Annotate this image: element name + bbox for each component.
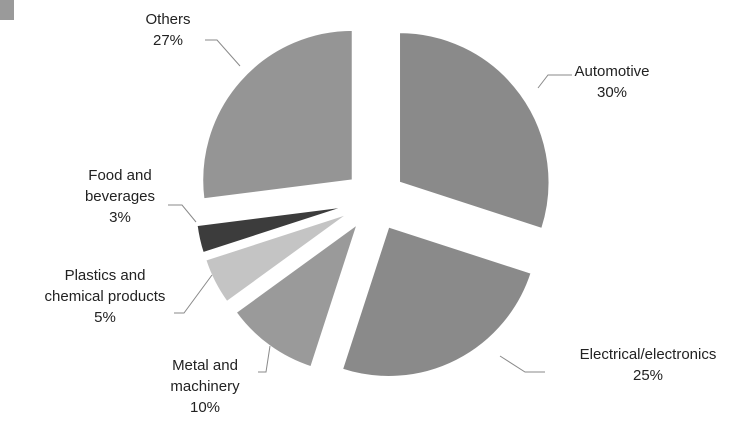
slice-value-label: 27% [153,32,183,49]
corner-mark [0,0,14,20]
slice-value-label: 3% [109,209,131,226]
slice-value-label: 25% [633,367,663,384]
slice-category-label: Electrical/electronics [580,346,717,363]
slice-category-label: Plastics and [65,267,146,284]
pie-slice-6 [201,29,354,200]
slice-value-label: 5% [94,309,116,326]
pie-slice-4 [204,212,349,303]
slice-category-label: Food and [88,167,151,184]
leader-line-5 [168,204,197,223]
slice-category-label: chemical products [45,288,166,305]
slice-label-2: Electrical/electronics 25% [580,346,717,384]
slice-label-4: Plastics and chemical products 5% [45,267,166,326]
slice-label-3: Metal and machinery 10% [170,357,240,416]
slice-category-label: beverages [85,188,155,205]
pie-slice-1 [398,31,550,230]
slice-category-label: Automotive [574,63,649,80]
slice-label-6: Others 27% [145,11,190,49]
leader-lines [168,39,572,373]
leader-line-6 [205,39,241,67]
pie-slice-3 [234,222,359,368]
slice-label-1: Automotive 30% [574,63,649,101]
slice-label-5: Food and beverages 3% [85,167,155,226]
slice-category-label: Others [145,11,190,28]
slice-category-label: machinery [170,378,240,395]
pie-slices [196,29,550,378]
slice-value-label: 30% [597,84,627,101]
leader-line-2 [499,355,545,373]
leader-line-3 [258,345,271,373]
slice-labels: Automotive 30% Electrical/electronics 25% Me… [45,11,717,416]
slice-value-label: 10% [190,399,220,416]
leader-line-4 [174,274,213,314]
pie-slice-5 [196,205,346,254]
leader-line-1 [537,74,572,89]
pie-slice-2 [341,225,533,378]
slice-category-label: Metal and [172,357,238,374]
